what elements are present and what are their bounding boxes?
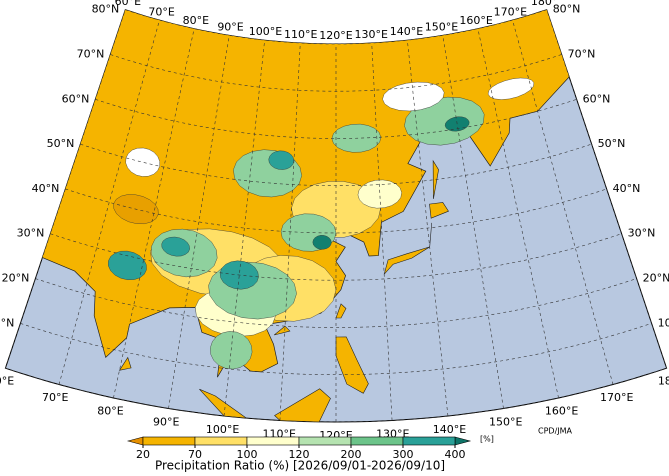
lat-label: 20°N	[643, 272, 669, 285]
credit: CPD/JMA	[538, 427, 573, 436]
anomaly-area	[357, 179, 402, 209]
colorbar-segment	[246, 436, 300, 446]
parallel	[50, 233, 622, 281]
lon-label: 100°E	[206, 423, 239, 436]
colorbar-segment	[142, 436, 196, 446]
lon-label: 180°	[658, 374, 669, 387]
lat-label: 60°N	[583, 92, 611, 105]
meridian	[168, 35, 230, 409]
anomaly-area	[125, 147, 160, 177]
colorbar-tick-label: 300	[393, 448, 414, 461]
parallel	[95, 99, 577, 139]
lon-label: 150°E	[489, 415, 522, 428]
lon-label: 170°E	[600, 391, 633, 404]
lon-label: 70°E	[42, 391, 68, 404]
lon-label: 80°E	[97, 405, 123, 418]
lat-label: 30°N	[17, 227, 45, 240]
lat-label: 10°N	[0, 316, 14, 329]
meridian	[58, 20, 160, 385]
land-island	[429, 202, 449, 219]
meridian	[407, 40, 449, 417]
lon-label: 70°E	[148, 5, 174, 18]
lat-label: 20°N	[2, 272, 30, 285]
meridian	[477, 28, 559, 399]
anomaly-area	[161, 236, 190, 257]
colorbar-arrow-low	[126, 436, 144, 446]
lon-label: 180°	[531, 0, 558, 8]
colorbar-segment	[402, 436, 456, 446]
land-island	[335, 336, 369, 394]
lon-label: 140°E	[433, 423, 466, 436]
colorbar-tick-label: 400	[445, 448, 466, 461]
colorbar-tick-label: 70	[188, 448, 202, 461]
colorbar-tick-label: 100	[237, 448, 258, 461]
parallel	[65, 188, 607, 234]
colorbar-segment	[298, 436, 352, 446]
graticule-labels: 60°E 60°E 70°E 70°E 80°E 80°E 90°E 90°E 100°E 100…	[0, 0, 669, 442]
map	[4, 9, 668, 423]
land-island	[335, 303, 347, 319]
lat-label: 10°N	[658, 316, 669, 329]
lon-label: 150°E	[425, 20, 458, 33]
parallel	[5, 367, 667, 423]
meridian	[5, 9, 126, 369]
lon-label: 110°E	[284, 28, 317, 41]
lon-label: 80°E	[183, 14, 209, 27]
colorbar-unit: [%]	[480, 435, 494, 444]
lat-label: 80°N	[92, 3, 120, 16]
lon-label: 120°E	[319, 29, 352, 42]
lon-label: 160°E	[459, 14, 492, 27]
lon-label: 130°E	[355, 28, 388, 41]
anomaly-area	[312, 235, 332, 250]
lat-label: 40°N	[32, 182, 60, 195]
meridian	[371, 43, 393, 421]
land-island	[118, 356, 132, 371]
lat-label: 50°N	[598, 137, 626, 150]
lat-label: 70°N	[77, 47, 105, 60]
land	[18, 9, 570, 422]
meridian	[442, 35, 504, 409]
lon-label: 140°E	[390, 25, 423, 38]
lon-label: 170°E	[494, 5, 527, 18]
colorbar-tick-label: 200	[341, 448, 362, 461]
lon-label: 100°E	[249, 25, 282, 38]
lon-label: 160°E	[545, 405, 578, 418]
anomaly-area	[268, 150, 295, 170]
land-island	[274, 325, 291, 336]
parallel	[110, 54, 562, 92]
land-island	[432, 159, 439, 199]
meridian	[223, 40, 265, 417]
land-island	[383, 222, 432, 275]
colorbar-title: Precipitation Ratio (%) [2026/09/01-2026…	[155, 459, 445, 473]
colorbar-segment	[350, 436, 404, 446]
lat-label: 80°N	[553, 3, 581, 16]
land-island	[274, 388, 331, 422]
colorbar-segment	[194, 436, 248, 446]
lon-label: 60°E	[0, 374, 14, 387]
lon-label: 90°E	[217, 20, 243, 33]
lat-label: 70°N	[568, 47, 596, 60]
lat-label: 50°N	[47, 137, 75, 150]
anomaly-area	[382, 81, 445, 112]
lat-label: 30°N	[628, 227, 656, 240]
lat-label: 40°N	[613, 182, 641, 195]
lon-label: 60°E	[115, 0, 141, 8]
lat-label: 60°N	[62, 92, 90, 105]
colorbar: 20 70 100 120 200 300 400	[126, 436, 472, 461]
anomaly-area	[487, 77, 535, 100]
anomaly-area	[404, 96, 485, 146]
lon-label: 90°E	[153, 415, 179, 428]
parallel	[80, 143, 592, 187]
colorbar-tick-label: 20	[136, 448, 150, 461]
colorbar-tick-label: 120	[289, 448, 310, 461]
anomaly-area	[108, 250, 147, 281]
colorbar-arrow-high	[454, 436, 472, 446]
parallel	[20, 323, 652, 376]
